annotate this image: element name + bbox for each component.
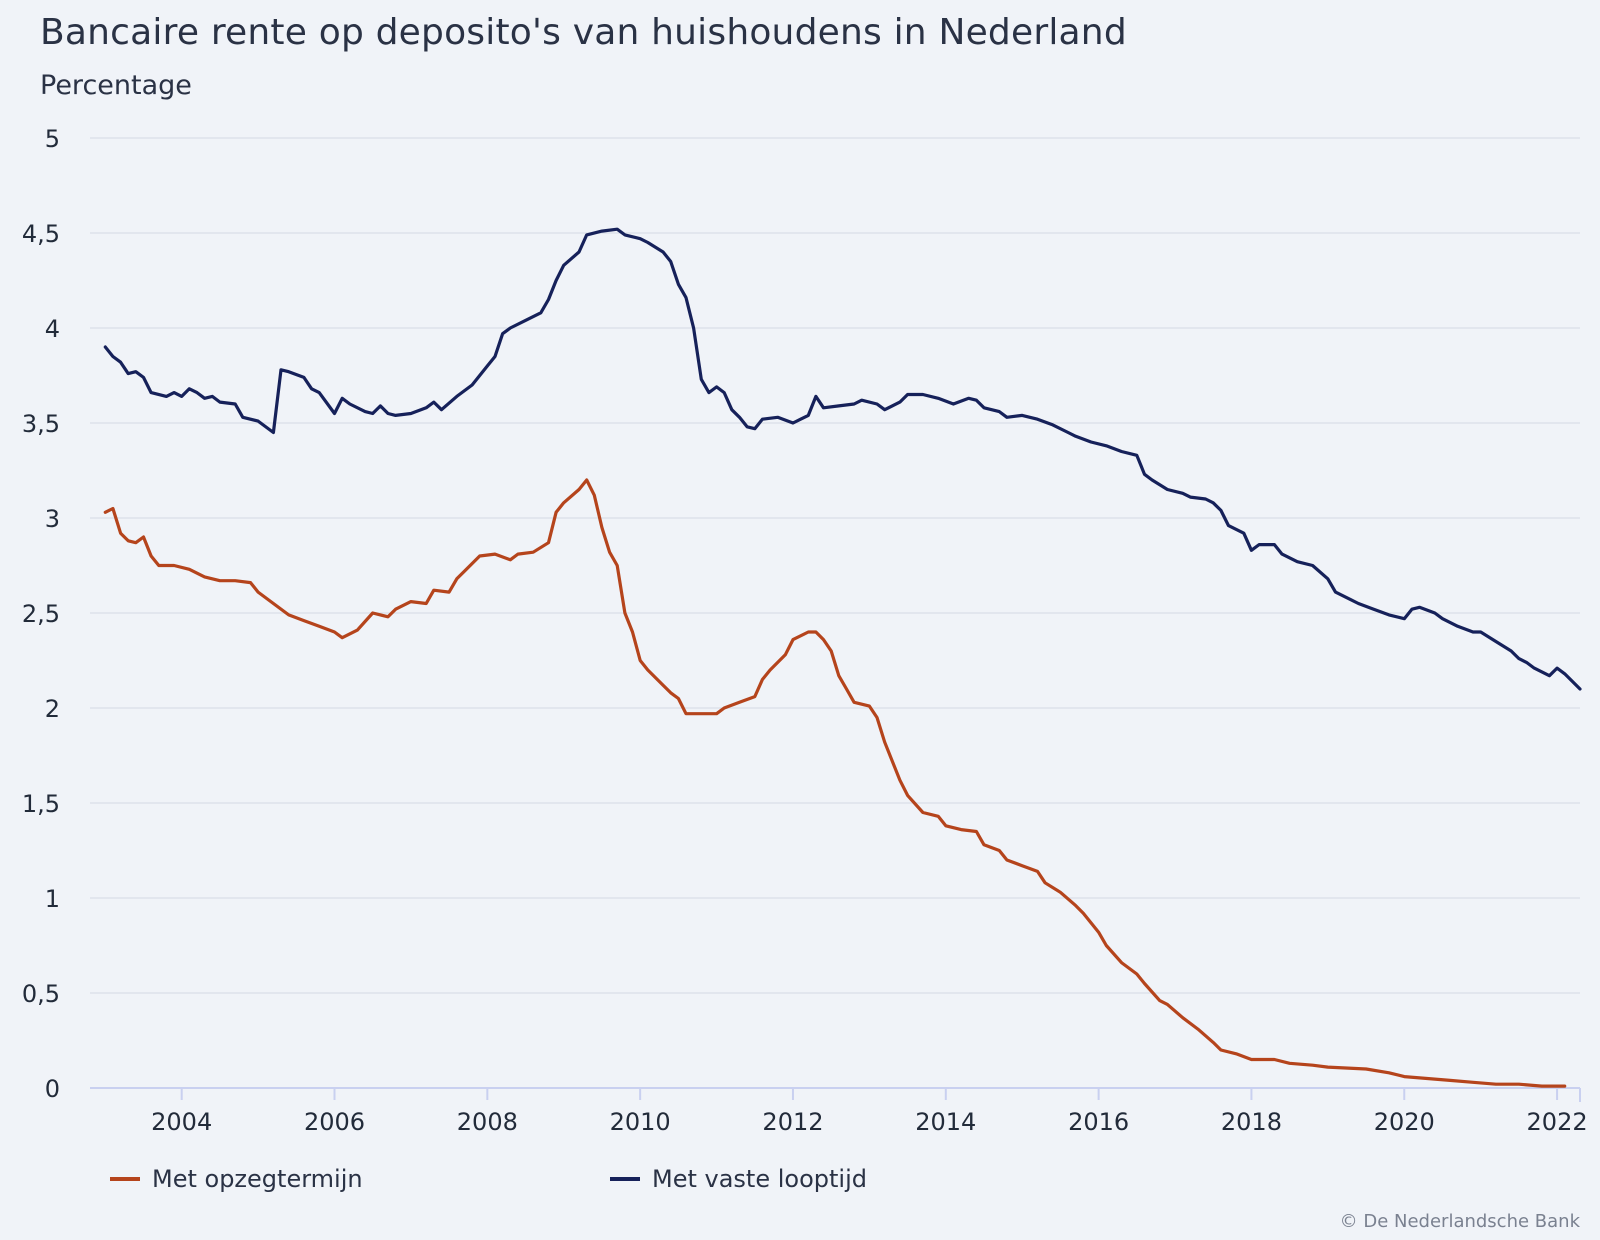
legend-swatch-opzegtermijn [110, 1177, 140, 1181]
y-tick-label: 0 [45, 1075, 60, 1103]
y-tick-label: 4,5 [22, 220, 60, 248]
legend-label-opzegtermijn: Met opzegtermijn [152, 1165, 363, 1193]
y-tick-label: 5 [45, 125, 60, 153]
y-tick-label: 4 [45, 315, 60, 343]
x-tick-label: 2010 [610, 1108, 671, 1136]
y-tick-label: 1 [45, 885, 60, 913]
chart-credit: © De Nederlandsche Bank [1339, 1211, 1580, 1232]
x-tick-label: 2004 [151, 1108, 212, 1136]
legend-item-vaste-looptijd[interactable]: Met vaste looptijd [610, 1165, 1110, 1193]
series-line-vaste-looptijd [103, 227, 1582, 691]
y-tick-label: 0,5 [22, 980, 60, 1008]
x-tick-label: 2012 [762, 1108, 823, 1136]
y-tick-label: 3,5 [22, 410, 60, 438]
x-tick-label: 2020 [1374, 1108, 1435, 1136]
x-tick-label: 2018 [1221, 1108, 1282, 1136]
chart-title: Bancaire rente op deposito's van huishou… [40, 12, 1127, 53]
y-axis-unit-label: Percentage [40, 70, 192, 101]
legend-item-opzegtermijn[interactable]: Met opzegtermijn [110, 1165, 610, 1193]
legend-swatch-vaste-looptijd [610, 1177, 640, 1181]
legend-label-vaste-looptijd: Met vaste looptijd [652, 1165, 867, 1193]
y-tick-label: 2 [45, 695, 60, 723]
x-tick-label: 2016 [1068, 1108, 1129, 1136]
line-chart: 0 0,5 1 1,5 2 2,5 3 3,5 4 4,5 5 2004 2006 2008 2010 201… [22, 125, 1588, 1136]
x-tick-label: 2008 [457, 1108, 518, 1136]
x-tick-label: 2006 [304, 1108, 365, 1136]
y-tick-label: 3 [45, 505, 60, 533]
y-tick-label: 1,5 [22, 790, 60, 818]
series-line-opzegtermijn [103, 478, 1567, 1088]
chart-legend: Met opzegtermijn Met vaste looptijd [110, 1165, 1410, 1193]
x-tick-label: 2014 [915, 1108, 976, 1136]
y-tick-label: 2,5 [22, 600, 60, 628]
x-tick-label: 2022 [1527, 1108, 1588, 1136]
